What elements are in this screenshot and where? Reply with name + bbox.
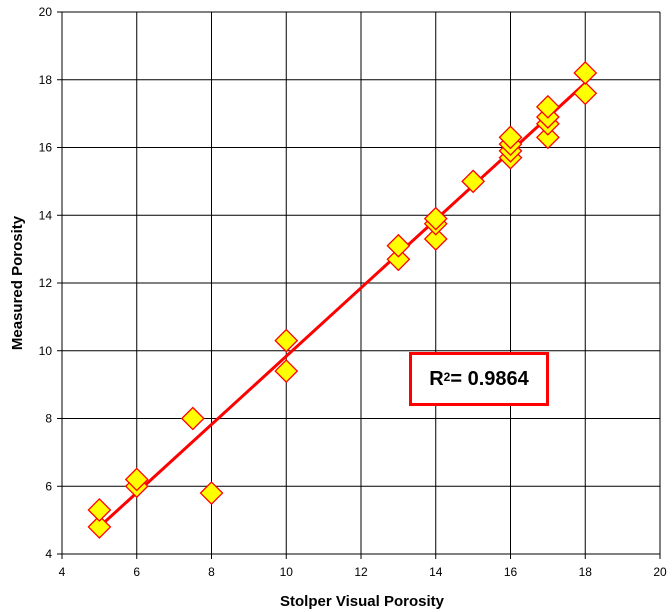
y-axis-title: Measured Porosity xyxy=(9,215,26,350)
x-tick-label: 16 xyxy=(504,565,518,579)
y-tick-label: 20 xyxy=(39,5,53,19)
x-axis-title: Stolper Visual Porosity xyxy=(280,593,445,610)
data-point xyxy=(535,125,560,150)
y-tick-label: 18 xyxy=(39,73,53,87)
data-point xyxy=(535,94,560,119)
x-tick-label: 12 xyxy=(354,565,368,579)
y-ticks: 4 6 8 10 12 14 16 18 20 xyxy=(39,5,53,561)
data-point xyxy=(386,233,411,258)
data-point xyxy=(461,169,486,194)
x-tick-label: 18 xyxy=(579,565,593,579)
x-tick-label: 14 xyxy=(429,565,443,579)
grid xyxy=(57,11,661,559)
data-point xyxy=(573,81,598,106)
x-tick-label: 8 xyxy=(208,565,215,579)
x-tick-label: 10 xyxy=(280,565,294,579)
x-ticks: 4 6 8 10 12 14 16 18 20 xyxy=(59,565,667,579)
data-point xyxy=(87,514,112,539)
y-tick-label: 6 xyxy=(45,479,52,493)
y-tick-label: 10 xyxy=(39,344,53,358)
y-tick-label: 8 xyxy=(45,412,52,426)
data-point xyxy=(573,61,598,85)
y-tick-label: 12 xyxy=(39,276,53,290)
y-tick-label: 4 xyxy=(45,547,52,561)
x-tick-label: 6 xyxy=(133,565,140,579)
r-squared-exponent: 2 xyxy=(443,370,451,384)
data-points xyxy=(87,61,598,539)
x-tick-label: 20 xyxy=(653,565,667,579)
data-point xyxy=(180,406,205,431)
data-point xyxy=(274,359,299,383)
y-tick-label: 14 xyxy=(39,208,53,222)
data-point xyxy=(199,481,224,505)
x-tick-label: 4 xyxy=(59,565,66,579)
data-point xyxy=(423,227,448,251)
r-squared-value: = 0.9864 xyxy=(450,367,529,390)
y-tick-label: 16 xyxy=(39,141,53,155)
data-point xyxy=(87,498,112,522)
data-point xyxy=(386,247,411,272)
data-point xyxy=(274,328,299,353)
data-point xyxy=(498,125,523,150)
data-point xyxy=(124,467,149,492)
data-point xyxy=(423,206,448,231)
r-squared-label: R xyxy=(429,367,444,390)
